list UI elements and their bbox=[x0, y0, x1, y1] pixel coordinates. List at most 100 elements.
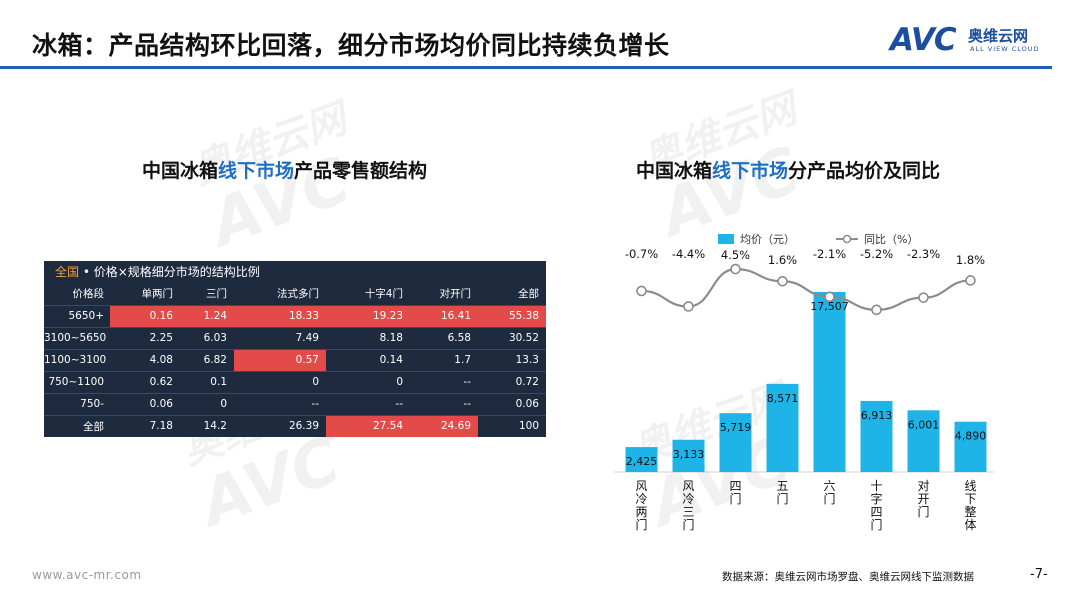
line-value-label: -2.3% bbox=[907, 247, 940, 261]
bar bbox=[860, 400, 893, 472]
column-header: 法式多门 bbox=[277, 288, 319, 301]
column-header: 单两门 bbox=[141, 288, 174, 301]
table-cell: 4.08 bbox=[110, 348, 180, 371]
bar-value-label: 6,913 bbox=[861, 409, 893, 422]
table-cell: 1.7 bbox=[410, 348, 478, 371]
table-cell: 27.54 bbox=[326, 414, 410, 437]
logo-mark: AVC bbox=[890, 22, 957, 58]
bar-value-label: 17,507 bbox=[810, 300, 849, 313]
left-panel-title: 中国冰箱线下市场产品零售额结构 bbox=[142, 160, 428, 182]
table-cell: 0 bbox=[326, 370, 410, 393]
bar-series: 2,425 3,133 5,719 8,571 17,507 6,913 6,001 4,89… bbox=[614, 292, 994, 473]
legend-bar-label: 均价（元） bbox=[740, 233, 795, 246]
x-tick-label: 六 bbox=[823, 479, 835, 493]
x-tick-label: 四 bbox=[729, 479, 741, 493]
column-header: 价格段 bbox=[72, 288, 105, 301]
chart-legend: 均价（元） 同比（%） bbox=[718, 233, 918, 246]
table-row: 1100~3100 4.08 6.82 0.57 0.14 1.7 13.3 bbox=[44, 348, 546, 371]
line-point bbox=[965, 275, 976, 286]
line-value-label: 4.5% bbox=[721, 248, 750, 262]
bar-value-label: 4,890 bbox=[955, 430, 987, 443]
row-label: 750~1100 bbox=[44, 370, 110, 393]
data-source: 数据来源：奥维云网市场罗盘、奥维云网线下监测数据 bbox=[722, 571, 974, 583]
table-cell: 55.38 bbox=[478, 304, 546, 327]
table-column-header-row: 价格段 单两门 三门 法式多门 十字4门 对开门 全部 bbox=[44, 283, 546, 305]
bar bbox=[907, 410, 940, 472]
bar bbox=[625, 447, 658, 472]
line-point bbox=[918, 292, 929, 303]
footer-url: www.avc-mr.com bbox=[32, 568, 142, 582]
table-cell: 1.24 bbox=[180, 304, 234, 327]
x-tick-label: 五 bbox=[776, 479, 788, 493]
table-row: 全部 7.18 14.2 26.39 27.54 24.69 100 bbox=[44, 414, 546, 437]
x-tick-label: 整 bbox=[964, 504, 976, 519]
table-cell: 19.23 bbox=[326, 304, 410, 327]
table-cell: 30.52 bbox=[478, 326, 546, 349]
table-cell: 6.82 bbox=[180, 348, 234, 371]
line-point bbox=[730, 263, 741, 275]
x-tick-label: 字 bbox=[870, 491, 882, 506]
logo-en-text: ALL VIEW CLOUD bbox=[970, 45, 1040, 53]
bar bbox=[672, 439, 705, 472]
bar-value-label: 6,001 bbox=[908, 418, 940, 431]
column-header: 十字4门 bbox=[364, 288, 403, 301]
row-label: 3100~5650 bbox=[44, 326, 110, 349]
legend-line-marker bbox=[842, 234, 852, 244]
table-cell: 0.72 bbox=[478, 370, 546, 393]
table-row: 3100~5650 2.25 6.03 7.49 8.18 6.58 30.52 bbox=[44, 326, 546, 349]
x-tick-label: 三 bbox=[682, 505, 694, 519]
table-row: 750- 0.06 0 -- -- -- 0.06 bbox=[44, 392, 546, 415]
x-tick-label: 门 bbox=[823, 491, 835, 506]
table-cell: 24.69 bbox=[410, 414, 478, 437]
line-series: -0.7% -4.4% 4.5% 1.6% -2.1% -5.2% -2.3% 1.8% bbox=[625, 247, 985, 316]
row-label: 全部 bbox=[44, 414, 110, 437]
table-row: 5650+ 0.16 1.24 18.33 19.23 16.41 55.38 bbox=[44, 304, 546, 327]
line-point bbox=[636, 285, 647, 297]
row-label: 750- bbox=[44, 392, 110, 415]
x-tick-label: 两 bbox=[635, 505, 647, 519]
row-label: 1100~3100 bbox=[44, 348, 110, 371]
table-cell: 0 bbox=[180, 392, 234, 415]
x-tick-label: 冷 bbox=[682, 492, 694, 506]
legend-line-label: 同比（%） bbox=[864, 233, 918, 246]
table-cell: 0.57 bbox=[234, 348, 326, 371]
line-value-label: 1.6% bbox=[768, 253, 797, 267]
table-cell: 7.18 bbox=[110, 414, 180, 437]
table-cell: 0.16 bbox=[110, 304, 180, 327]
table-cell: 6.03 bbox=[180, 326, 234, 349]
column-header: 三门 bbox=[206, 288, 227, 301]
table-cell: 16.41 bbox=[410, 304, 478, 327]
x-tick-label: 门 bbox=[870, 517, 882, 532]
table-cell: -- bbox=[234, 392, 326, 415]
table-row: 750~1100 0.62 0.1 0 0 -- 0.72 bbox=[44, 370, 546, 393]
logo-cn-text: 奥维云网 bbox=[968, 27, 1029, 45]
table-cell: 0.62 bbox=[110, 370, 180, 393]
column-header: 全部 bbox=[518, 288, 539, 301]
table-cell: 0.14 bbox=[326, 348, 410, 371]
bar-value-label: 2,425 bbox=[626, 455, 658, 468]
bar-value-label: 8,571 bbox=[767, 392, 799, 405]
table-cell: 8.18 bbox=[326, 326, 410, 349]
avc-logo: AVC 奥维云网 ALL VIEW CLOUD bbox=[890, 22, 1060, 60]
page-number: -7- bbox=[1030, 567, 1048, 582]
x-tick-label: 线 bbox=[964, 479, 976, 493]
column-header: 对开门 bbox=[439, 288, 472, 301]
line-value-label: -5.2% bbox=[860, 247, 893, 261]
x-tick-label: 四 bbox=[870, 505, 882, 519]
x-tick-label: 门 bbox=[729, 491, 741, 506]
line-point bbox=[871, 304, 882, 316]
table-grid: 价格段 单两门 三门 法式多门 十字4门 对开门 全部 5650+ 0.16 1.24 18.33 1… bbox=[44, 283, 546, 437]
table-cell: -- bbox=[326, 392, 410, 415]
title-rule bbox=[0, 66, 1052, 69]
x-tick-label: 体 bbox=[964, 518, 976, 532]
line-value-label: -2.1% bbox=[813, 247, 846, 261]
bar bbox=[954, 421, 987, 472]
x-tick-label: 对 bbox=[917, 479, 929, 493]
price-chart: 均价（元） 同比（%） 2,425 3,133 5,719 8,571 17,507 6,9… bbox=[614, 233, 994, 532]
page-title: 冰箱：产品结构环比回落，细分市场均价同比持续负增长 bbox=[32, 31, 670, 60]
line-value-label: -0.7% bbox=[625, 247, 658, 261]
x-tick-label: 风 bbox=[682, 479, 694, 493]
right-panel-title: 中国冰箱线下市场分产品均价及同比 bbox=[636, 160, 941, 182]
bar bbox=[719, 413, 752, 472]
x-tick-label: 门 bbox=[776, 491, 788, 506]
